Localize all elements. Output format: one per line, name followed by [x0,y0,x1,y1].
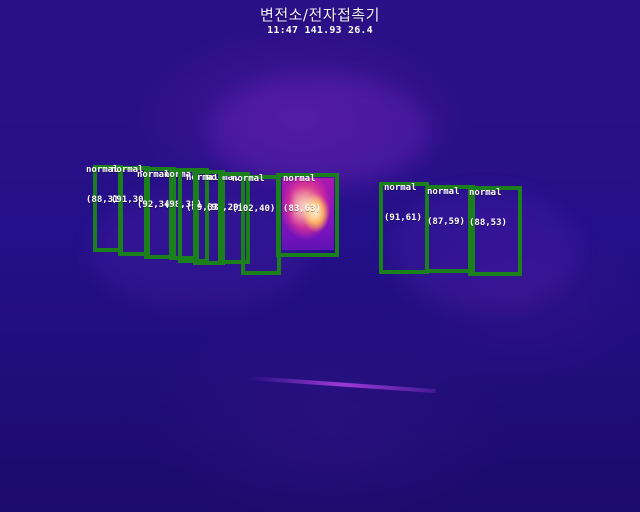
detection-box [218,172,250,264]
background-heat-glow [210,75,430,185]
camera-title: 변전소/전자접촉기 [260,6,380,24]
detection-coords: (88,31) [86,195,124,205]
detection-status: normal [469,188,502,198]
detection-status: normal [111,165,144,175]
detection-label: normal (88,53) [469,168,507,248]
detection-status: normal [384,183,417,193]
detection-coords: (83,63) [283,204,321,214]
hotspot-region [282,178,334,250]
warm-rod-line [247,376,436,394]
detection-box [425,185,475,273]
detection-label: normal (91,30) [111,145,149,225]
detection-status: normal [427,187,460,197]
detection-label: normal (83,63) [283,154,321,234]
detection-status: normal [232,174,265,184]
detection-label: normal (89,33) [186,153,224,233]
background-heat-glow [390,190,580,310]
detection-label: normal (92,34) [137,150,175,230]
detection-status: normal [206,173,239,183]
detection-label: normal (102,40) [232,154,275,234]
detection-coords: (88,53) [469,218,507,228]
detection-box [144,167,176,259]
detection-box [276,173,339,257]
detection-label: normal (91,61) [384,163,422,243]
detection-box [468,186,522,276]
detection-box [193,170,225,265]
detection-label: normal (91,29) [206,153,244,233]
detection-status: normal [86,165,119,175]
detection-box [118,166,150,256]
detection-coords: (87,59) [427,217,465,227]
detection-coords: (92,34) [137,200,175,210]
detection-coords: (91,61) [384,213,422,223]
detection-coords: (89,33) [186,203,224,213]
detection-coords: (91,30) [111,195,149,205]
detection-label: normal (88,31) [86,145,124,225]
background-heat-glow [90,190,310,310]
detection-label: normal (87,59) [427,167,465,247]
detection-status: normal [186,173,219,183]
detection-status: normal [283,174,316,184]
detection-coords: (98,38) [164,200,202,210]
detection-coords: (102,40) [232,204,276,214]
camera-readout: 11:47 141.93 26.4 [267,25,373,36]
detection-status: normal [137,170,170,180]
detection-coords: (91,29) [206,203,244,213]
